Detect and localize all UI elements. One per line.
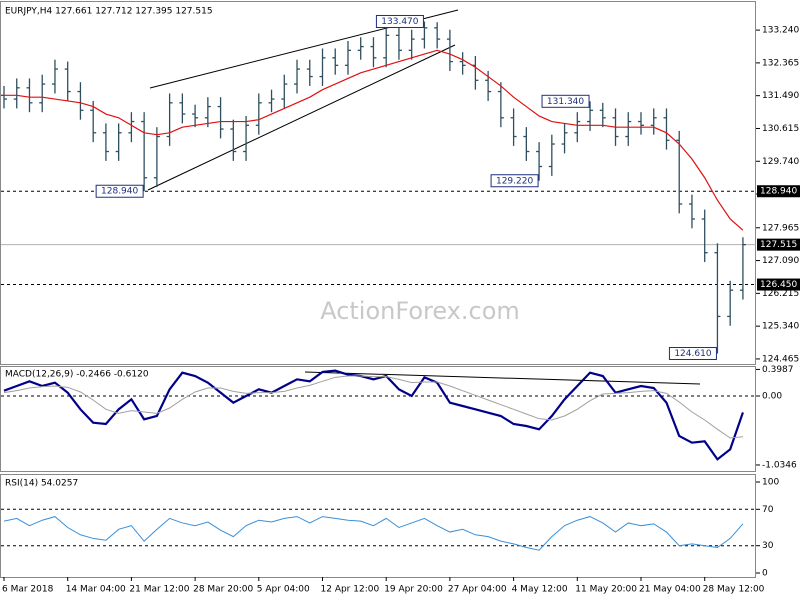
annotation-label: 129.220 [496, 176, 533, 186]
annotation-box [541, 94, 590, 108]
y-tick-label: 127.090 [762, 256, 799, 266]
x-tick-label: 28 May 12:00 [703, 585, 765, 595]
y-tick-label: 129.740 [762, 157, 799, 167]
level-label-box [757, 185, 800, 198]
annotation-label: 124.610 [674, 349, 711, 359]
indicator-line [3, 375, 743, 439]
y-tick-label: 0 [762, 568, 768, 578]
y-tick-label: 125.340 [762, 322, 799, 332]
last-price-box [757, 238, 800, 251]
trend-line [304, 371, 701, 385]
annotation-box [490, 174, 539, 188]
y-tick-label: 130.615 [762, 124, 799, 134]
x-tick-label: 11 May 20:00 [575, 585, 637, 595]
level-label-box [757, 278, 800, 291]
y-tick-label: 124.465 [762, 354, 799, 364]
y-tick-label: 100 [762, 478, 779, 488]
trend-line [147, 44, 456, 191]
level-label: 126.450 [760, 280, 797, 290]
x-tick-label: 19 Apr 20:00 [384, 585, 443, 595]
x-tick-label: 6 Mar 2018 [2, 585, 54, 595]
annotation-label: 128.940 [101, 187, 138, 197]
x-tick-label: 28 Mar 20:00 [193, 585, 253, 595]
y-tick-label: 0.00 [762, 392, 782, 402]
y-tick-label: 126.215 [762, 289, 799, 299]
annotation-box [375, 14, 424, 28]
x-tick-label: 21 May 04:00 [639, 585, 701, 595]
y-tick-label: 127.965 [762, 223, 799, 233]
annotation-box [668, 347, 717, 361]
price-panel [0, 1, 756, 365]
annotation-box [95, 184, 144, 198]
x-tick-label: 5 Apr 04:00 [257, 585, 310, 595]
y-tick-label: 30 [762, 541, 774, 551]
y-tick-label: 133.240 [762, 26, 799, 36]
y-tick-label: 70 [762, 505, 774, 515]
y-tick-label: 0.3987 [762, 365, 794, 375]
x-tick-label: 12 Apr 12:00 [321, 585, 380, 595]
x-tick-label: 14 Mar 04:00 [66, 585, 126, 595]
indicator-line [3, 369, 744, 461]
annotation-label: 133.470 [381, 17, 418, 27]
macd-panel [0, 366, 756, 472]
rsi-panel [0, 474, 756, 578]
y-tick-label: -1.0346 [762, 460, 797, 470]
x-tick-label: 4 May 12:00 [512, 585, 568, 595]
watermark: ActionForex.com [320, 297, 520, 325]
x-tick-label: 21 Mar 12:00 [129, 585, 189, 595]
indicator-line [3, 516, 744, 551]
x-tick-label: 27 Apr 04:00 [448, 585, 507, 595]
moving-average [4, 49, 744, 231]
price-header: EURJPY,H4 127.661 127.712 127.395 127.51… [5, 7, 213, 17]
last-price-label: 127.515 [760, 240, 797, 250]
level-label: 128.940 [760, 187, 797, 197]
rsi-header: RSI(14) 54.0257 [5, 479, 78, 489]
y-tick-label: 132.365 [762, 58, 799, 68]
annotation-label: 131.340 [547, 97, 584, 107]
macd-header: MACD(12,26,9) -0.2466 -0.6120 [5, 370, 149, 380]
y-tick-label: 131.490 [762, 91, 799, 101]
